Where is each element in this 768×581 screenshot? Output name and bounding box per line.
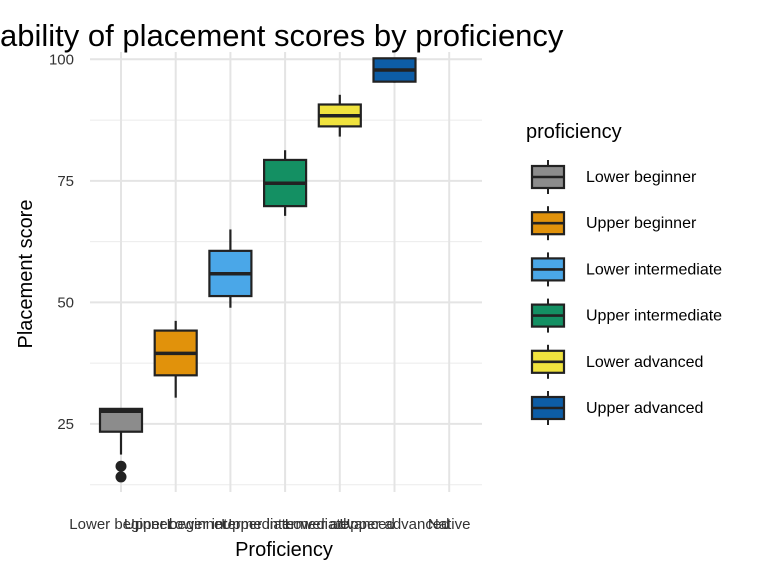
x-tick-label: Upper intermediate: [221, 516, 349, 533]
x-tick-label: Lower beginner: [69, 516, 172, 533]
x-tick-label: Native: [428, 516, 471, 533]
box-lower-advanced: [317, 94, 362, 137]
legend-label: Upper beginner: [586, 215, 697, 232]
x-tick-label: Upper advanced: [339, 516, 449, 533]
box-lower-intermediate: [208, 229, 253, 308]
y-tick-label: 100: [49, 51, 74, 68]
grid: [90, 52, 482, 492]
legend-label: Lower beginner: [586, 169, 697, 186]
y-axis-title: Placement score: [15, 200, 37, 349]
y-tick-label: 75: [57, 173, 74, 190]
boxes: [98, 57, 417, 483]
y-tick-label: 50: [57, 294, 74, 311]
outlier-point: [115, 471, 127, 483]
legend-label: Lower intermediate: [586, 261, 722, 278]
legend-item: Lower advanced: [530, 344, 703, 379]
legend-item: Upper intermediate: [530, 298, 722, 333]
legend-label: Lower advanced: [586, 354, 703, 371]
x-tick-label: Upper beginner: [124, 516, 227, 533]
box-upper-intermediate: [263, 150, 308, 216]
x-axis-title: Proficiency: [235, 539, 333, 561]
legend-label: Upper intermediate: [586, 308, 722, 325]
legend-item: Lower beginner: [530, 160, 697, 194]
x-tick-label: Lower advanced: [285, 516, 395, 533]
legend-item: Upper beginner: [530, 206, 697, 241]
y-tick-label: 25: [57, 416, 74, 433]
legend-title: proficiency: [526, 121, 622, 143]
box-lower-beginner: [98, 407, 144, 483]
outlier-point: [115, 460, 127, 472]
legend-item: Upper advanced: [530, 391, 703, 425]
box-upper-beginner: [153, 320, 198, 398]
legend-label: Upper advanced: [586, 400, 703, 417]
box-upper-advanced: [372, 57, 417, 83]
x-tick-label: Lower intermediate: [167, 516, 295, 533]
chart-title: ability of placement scores by proficien…: [0, 18, 564, 53]
legend-item: Lower intermediate: [530, 252, 722, 287]
box-iqr: [98, 407, 144, 433]
legend: proficiency Lower beginner Upper beginner…: [526, 121, 722, 425]
